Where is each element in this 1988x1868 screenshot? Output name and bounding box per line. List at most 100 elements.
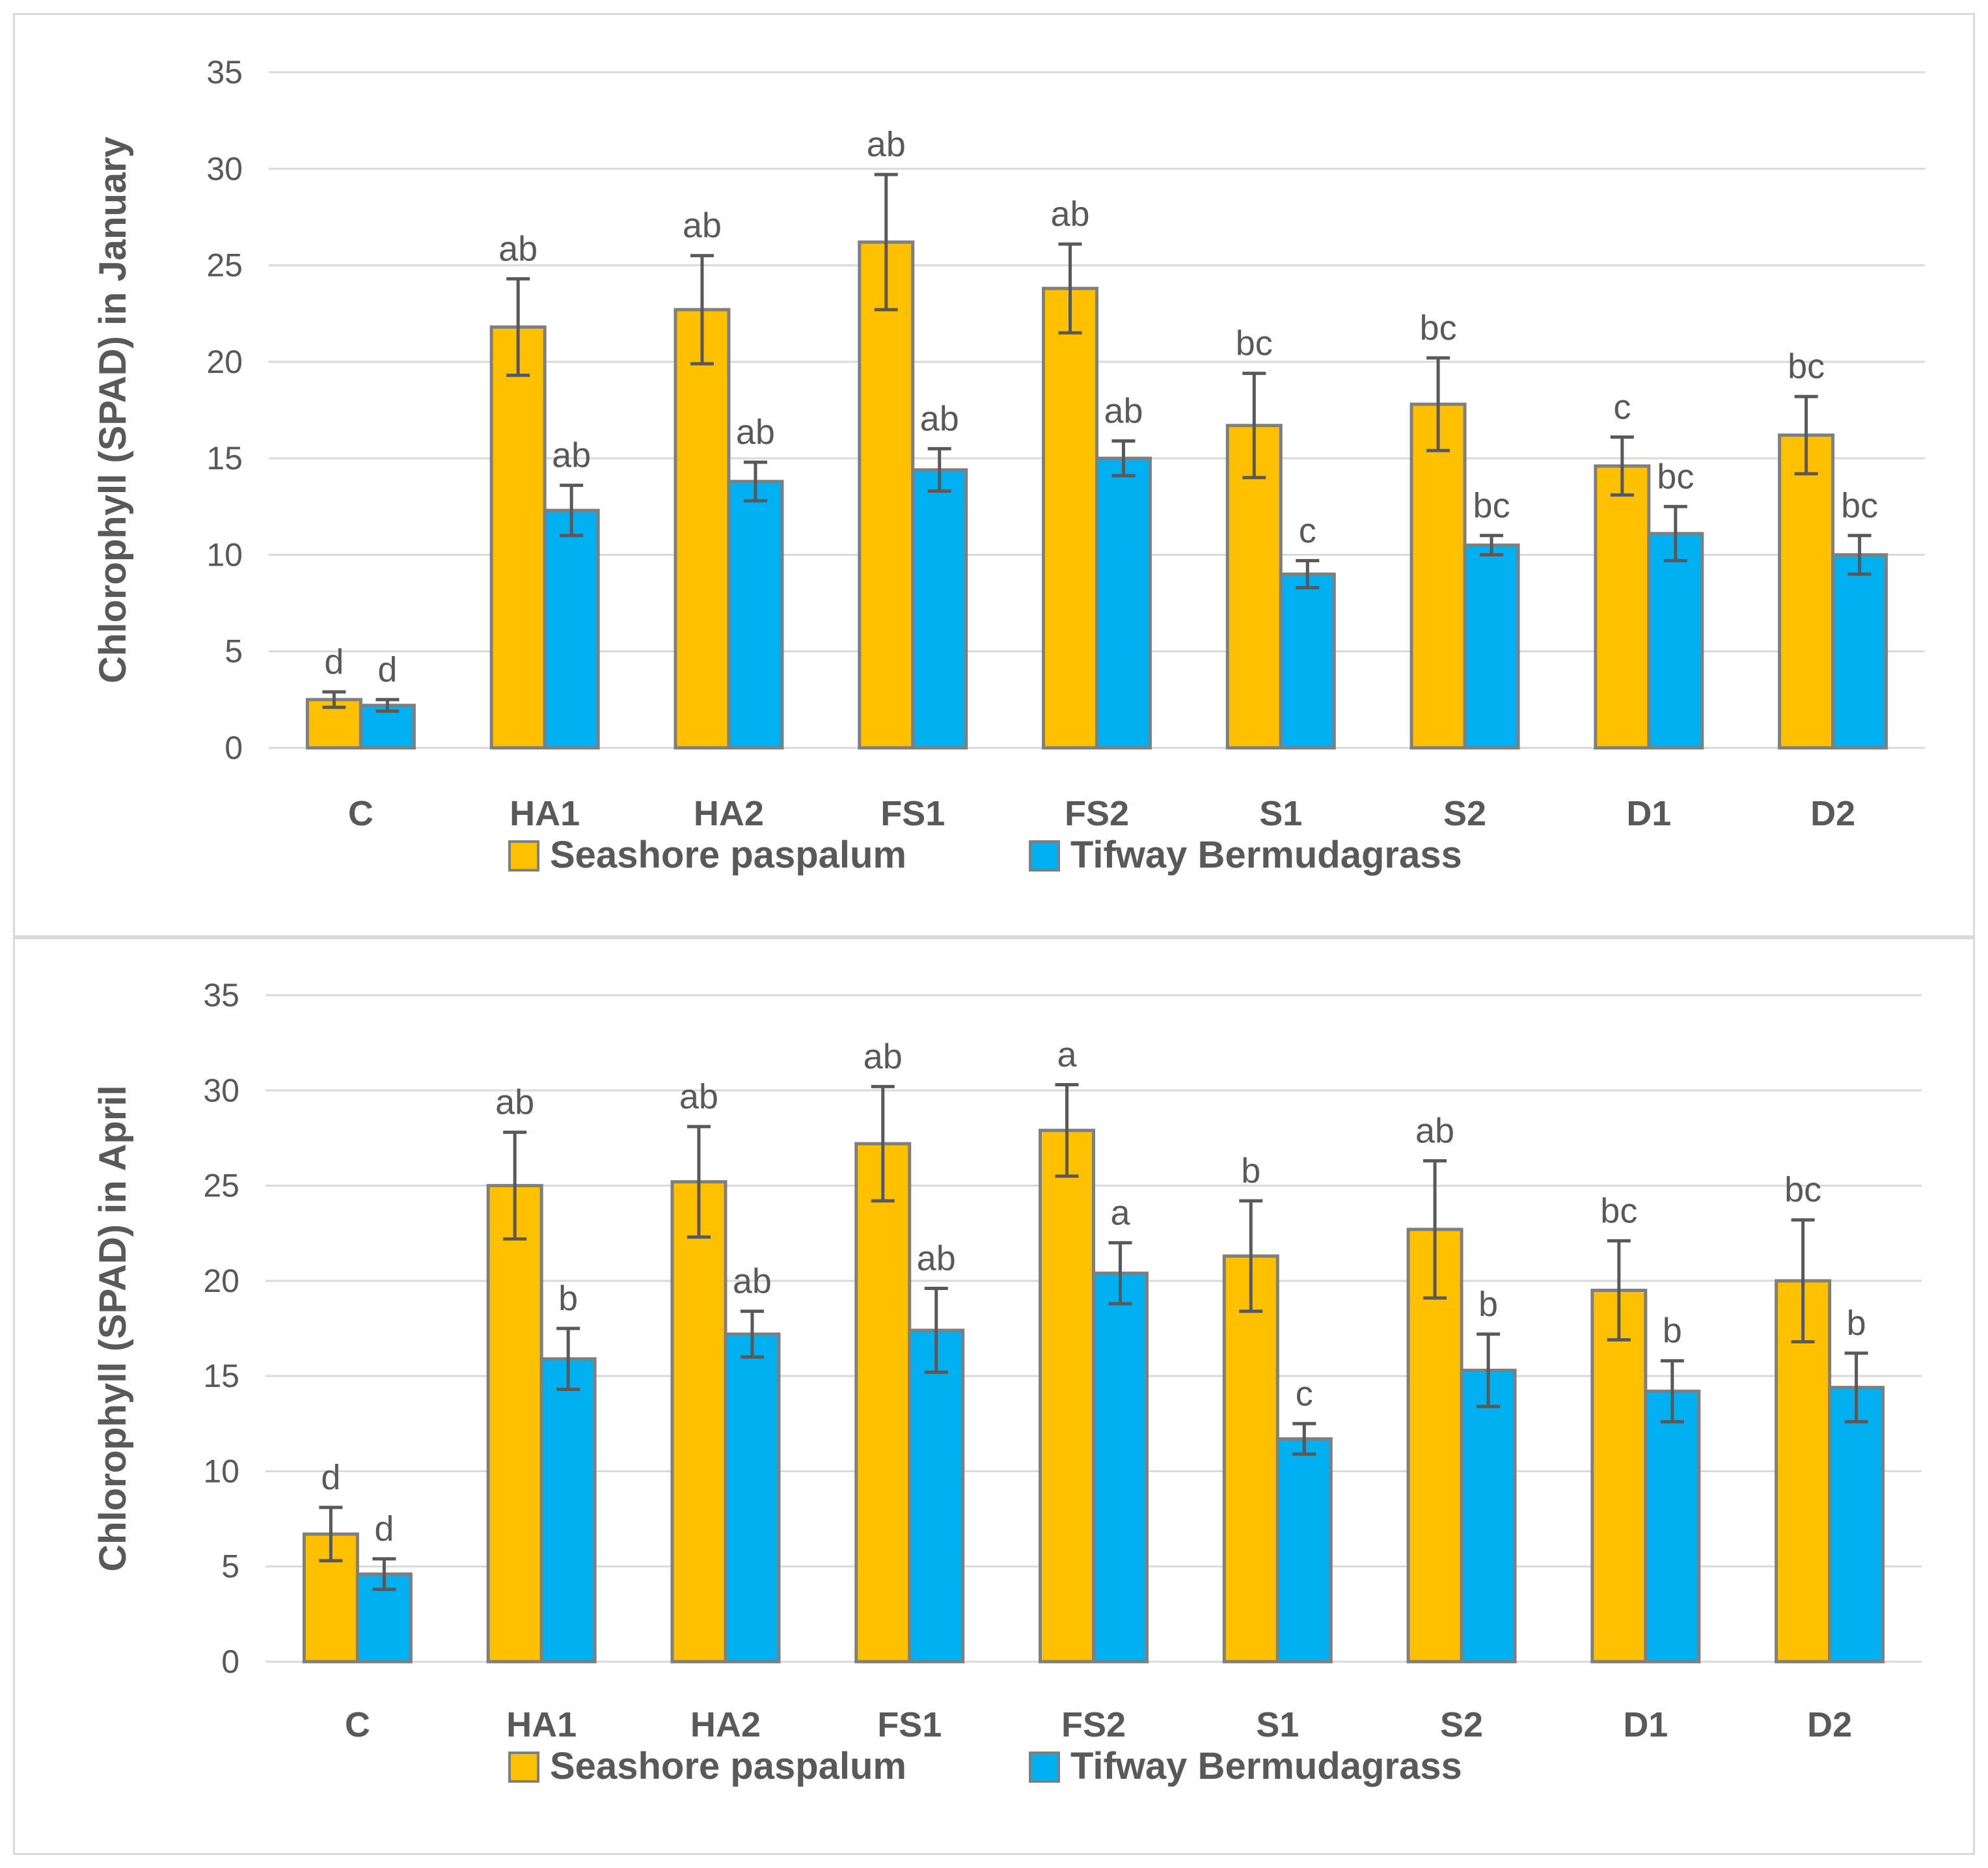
april-significance-letter: b — [1478, 1285, 1498, 1324]
april-significance-letter: ab — [733, 1262, 772, 1301]
january-bar-seashore-ha2 — [674, 308, 731, 750]
legend-label-seashore: Seashore paspalum — [550, 1745, 906, 1787]
april-error-bar — [1791, 1218, 1815, 1343]
april-error-bar — [1477, 1332, 1501, 1408]
april-bar-seashore-ha2 — [670, 1180, 728, 1664]
april-x-tick-label: S2 — [1440, 1705, 1483, 1744]
january-significance-letter: ab — [1104, 391, 1143, 430]
april-significance-letter: ab — [1415, 1112, 1454, 1151]
january-significance-letter: ab — [736, 413, 775, 452]
january-significance-letter: ab — [683, 206, 722, 245]
april-error-bar — [1055, 1083, 1079, 1178]
april-bar-tifway-d1 — [1644, 1390, 1701, 1664]
january-significance-letter: ab — [498, 229, 538, 268]
january-bar-seashore-s2 — [1409, 402, 1467, 750]
january-bar-tifway-fs1 — [911, 468, 968, 750]
april-error-bar — [1292, 1422, 1316, 1456]
january-bar-tifway-ha1 — [543, 508, 600, 750]
april-significance-letter: ab — [495, 1083, 534, 1122]
april-significance-letter: b — [1847, 1304, 1866, 1343]
january-bar-tifway-s1 — [1279, 572, 1336, 750]
january-y-tick-label: 30 — [206, 150, 243, 187]
april-bar-tifway-s2 — [1460, 1368, 1517, 1664]
april-x-tick-label: FS2 — [1061, 1705, 1126, 1744]
april-significance-letter: c — [1296, 1374, 1313, 1413]
april-bar-seashore-s1 — [1222, 1254, 1279, 1664]
january-x-tick-label: HA2 — [694, 794, 764, 833]
legend-swatch-tifway — [1029, 840, 1060, 872]
april-y-tick-label: 20 — [203, 1263, 239, 1299]
april-significance-letter: ab — [917, 1239, 956, 1278]
january-bar-seashore-fs2 — [1042, 286, 1098, 750]
january-significance-letter: d — [324, 642, 344, 681]
january-error-bar — [927, 446, 951, 493]
april-significance-letter: a — [1110, 1193, 1130, 1232]
january-error-bar — [1480, 534, 1504, 556]
january-significance-letter: ab — [867, 125, 906, 164]
january-y-tick-label: 5 — [225, 633, 243, 670]
january-y-axis-label: Chlorophyll (SPAD) in January — [92, 137, 134, 683]
april-significance-letter: bc — [1600, 1191, 1637, 1230]
april-x-tick-label: D1 — [1623, 1705, 1668, 1744]
january-error-bar — [322, 690, 346, 709]
january-significance-letter: bc — [1657, 457, 1694, 496]
april-y-tick-label: 25 — [203, 1168, 239, 1204]
april-error-bar — [372, 1557, 396, 1591]
january-y-tick-label: 10 — [206, 536, 243, 573]
april-error-bar — [1844, 1351, 1868, 1423]
april-significance-letter: b — [1663, 1312, 1682, 1351]
january-significance-letter: bc — [1473, 486, 1510, 525]
january-error-bar — [1847, 534, 1872, 576]
january-significance-letter: bc — [1788, 347, 1825, 386]
april-error-bar — [556, 1326, 580, 1392]
january-error-bar — [1058, 242, 1082, 335]
april-error-bar — [740, 1310, 764, 1359]
chart-april: 0 5 10 15 20 25 30 35 Chlorophyll (SPAD) in Apri… — [92, 977, 1922, 1787]
april-bar-tifway-ha1 — [539, 1357, 597, 1664]
january-error-bar — [1610, 435, 1634, 497]
january-bar-tifway-ha2 — [727, 480, 784, 750]
april-legend: Seashore paspalum Tifway Bermudagrass — [508, 1745, 1462, 1787]
january-bar-seashore-fs1 — [858, 240, 915, 750]
january-error-bar — [874, 172, 898, 312]
legend-label-tifway: Tifway Bermudagrass — [1070, 1745, 1462, 1787]
april-y-axis-label: Chlorophyll (SPAD) in April — [92, 1085, 134, 1572]
april-y-tick-label: 15 — [203, 1358, 239, 1394]
april-error-bar — [1108, 1241, 1132, 1306]
april-x-tick-label: HA2 — [690, 1705, 761, 1744]
april-bar-seashore-d1 — [1590, 1288, 1648, 1664]
january-error-bar — [1663, 504, 1687, 562]
january-y-tick-label: 15 — [206, 440, 243, 476]
january-legend: Seashore paspalum Tifway Bermudagrass — [508, 834, 1462, 876]
january-x-tick-label: FS2 — [1065, 794, 1129, 833]
january-significance-letter: c — [1613, 388, 1631, 427]
january-error-bar — [690, 254, 714, 366]
april-bar-tifway-fs2 — [1092, 1271, 1149, 1664]
april-error-bar — [319, 1505, 343, 1563]
january-error-bar — [1296, 558, 1320, 590]
january-significance-letter: bc — [1420, 309, 1457, 348]
april-error-bar — [924, 1287, 948, 1374]
january-error-bar — [1794, 394, 1818, 476]
april-bar-tifway-fs1 — [908, 1328, 965, 1664]
january-error-bar — [1111, 439, 1136, 478]
april-error-bar — [503, 1131, 527, 1241]
legend-label-seashore: Seashore paspalum — [550, 834, 906, 876]
january-x-tick-label: S2 — [1443, 794, 1486, 833]
chart-panel-january: 0 5 10 15 20 25 30 35 Chlorophyll (SPAD) in Janu… — [13, 13, 1975, 937]
january-bar-seashore-ha1 — [489, 325, 547, 750]
january-bar-tifway-d2 — [1831, 553, 1888, 750]
january-significance-letter: bc — [1841, 486, 1878, 525]
january-x-tick-label: C — [348, 794, 374, 833]
january-bar-tifway-fs2 — [1095, 456, 1152, 750]
april-error-bar — [687, 1125, 711, 1239]
april-significance-letter: a — [1057, 1036, 1077, 1075]
april-significance-letter: ab — [679, 1077, 718, 1116]
january-significance-letter: ab — [552, 436, 591, 475]
april-y-tick-label: 0 — [221, 1643, 239, 1680]
chart-panel-april: 0 5 10 15 20 25 30 35 Chlorophyll (SPAD) in Apri… — [13, 937, 1975, 1855]
april-y-tick-label: 35 — [203, 977, 239, 1013]
january-bar-seashore-d2 — [1778, 433, 1835, 750]
april-bar-tifway-s1 — [1275, 1437, 1333, 1664]
april-x-tick-label: FS1 — [877, 1705, 942, 1744]
